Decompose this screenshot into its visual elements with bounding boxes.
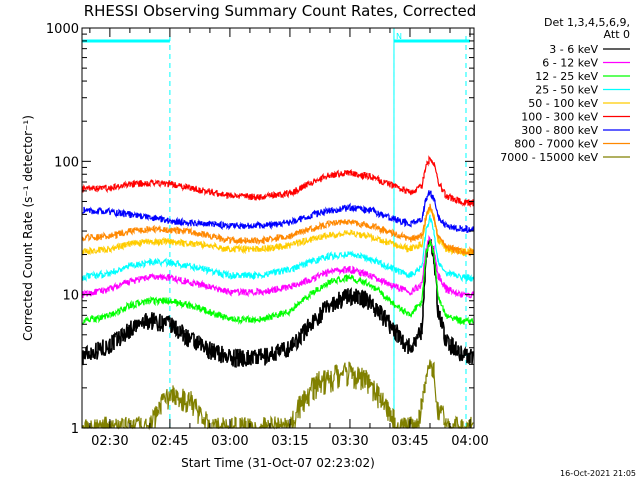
series-line xyxy=(82,239,474,368)
x-tick-label: 03:15 xyxy=(271,434,308,449)
y-tick-label: 1 xyxy=(71,422,79,437)
series-line xyxy=(82,234,474,299)
legend-header-line-1: Det 1,3,4,5,6,9, xyxy=(544,16,630,29)
y-axis: 1 10 100 1000 xyxy=(46,22,474,437)
chart-title: RHESSI Observing Summary Count Rates, Co… xyxy=(84,2,477,20)
x-tick-label: 03:00 xyxy=(211,434,248,449)
series-line xyxy=(82,155,474,208)
series-line xyxy=(82,190,474,234)
legend-label: 800 - 7000 keV xyxy=(514,138,598,151)
y-tick-label: 10 xyxy=(62,289,79,304)
plot-frame xyxy=(81,27,475,429)
legend-label: 300 - 800 keV xyxy=(521,124,598,137)
legend-label: 25 - 50 keV xyxy=(535,84,598,97)
x-tick-label: 02:45 xyxy=(151,434,188,449)
series-line xyxy=(82,239,474,326)
legend-header-line-2: Att 0 xyxy=(604,28,630,41)
flag-label: N xyxy=(396,32,402,41)
flag-layer: N xyxy=(82,28,470,428)
x-axis: 02:30 02:45 03:00 03:15 03:30 03:45 04:00 xyxy=(89,28,489,449)
x-tick-label: 03:30 xyxy=(331,434,368,449)
y-tick-label: 1000 xyxy=(46,22,79,37)
x-axis-label: Start Time (31-Oct-07 02:23:02) xyxy=(181,456,375,470)
series-line xyxy=(82,214,474,283)
x-tick-label: 02:30 xyxy=(91,434,128,449)
legend-label: 3 - 6 keV xyxy=(549,43,598,56)
y-tick-label: 100 xyxy=(54,155,79,170)
x-tick-label: 04:00 xyxy=(451,434,488,449)
series-line xyxy=(82,206,474,257)
series-layer xyxy=(82,155,474,431)
legend-label: 6 - 12 keV xyxy=(542,57,598,70)
series-line xyxy=(82,359,474,431)
legend-label: 100 - 300 keV xyxy=(521,111,598,124)
series-line xyxy=(82,203,474,257)
legend-label: 12 - 25 keV xyxy=(535,70,598,83)
y-axis-label: Corrected Count Rate (s⁻¹ detector⁻¹) xyxy=(21,115,35,341)
x-tick-label: 03:45 xyxy=(391,434,428,449)
legend-label: 50 - 100 keV xyxy=(528,97,598,110)
generated-timestamp: 16-Oct-2021 21:05 xyxy=(560,469,636,478)
legend-label: 7000 - 15000 keV xyxy=(500,151,598,164)
